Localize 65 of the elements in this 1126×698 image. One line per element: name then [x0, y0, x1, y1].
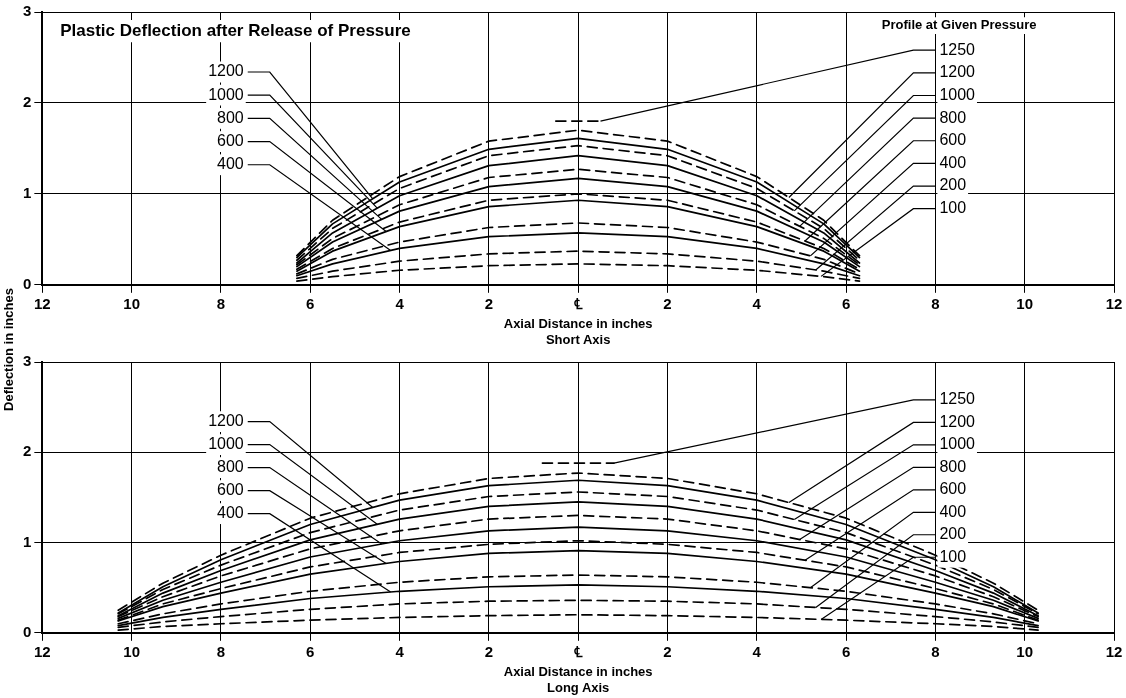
x-tick-label: 10	[1016, 642, 1034, 660]
x-tick-label: 2	[484, 642, 494, 660]
text: 1200	[939, 412, 976, 430]
x-tick-label: 4	[752, 294, 762, 312]
y-tick-label: 0	[23, 274, 32, 292]
y-tick-label: 1	[23, 532, 32, 550]
x-axis-title: Axial Distance in inches Short Axis	[503, 316, 653, 347]
text: 200	[939, 525, 967, 543]
x-tick-label: 4	[395, 642, 405, 660]
text: 400	[217, 504, 244, 522]
text: 1000	[939, 435, 976, 453]
x-tick-label: 8	[216, 294, 226, 312]
y-tick-label: 2	[23, 442, 32, 460]
text: 600	[217, 131, 244, 149]
y-axis-title: Deflection in inches	[0, 287, 16, 413]
x-tick-label: 8	[216, 642, 226, 660]
text: Plastic Deflection after Release of Pressure	[60, 20, 411, 40]
annotation: Profile at Given Pressure	[881, 17, 1037, 33]
text: 400	[939, 502, 967, 520]
text: 1000	[208, 85, 244, 103]
x-tick-label: 6	[306, 642, 315, 660]
x-tick-label: 2	[663, 294, 672, 312]
x-tick-label: 6	[306, 294, 315, 312]
x-tick-label: 12	[1105, 642, 1123, 660]
x-tick-label: 2	[663, 642, 672, 660]
y-tick-label: 3	[23, 352, 32, 370]
x-tick-label: 8	[931, 294, 940, 312]
text: 400	[217, 155, 244, 173]
x-tick-label: 10	[123, 642, 140, 660]
text: 1200	[208, 411, 244, 429]
text: 600	[217, 481, 244, 499]
x-tick-label: ℄	[573, 642, 583, 660]
x-tick-label: ℄	[573, 294, 583, 312]
x-tick-label: 10	[123, 294, 140, 312]
text: 1000	[208, 435, 244, 452]
y-tick-label: 0	[23, 622, 32, 640]
x-tick-label: 8	[931, 642, 940, 660]
x-tick-label: 6	[841, 642, 851, 660]
x-tick-label: 6	[841, 294, 851, 312]
text: 100	[939, 547, 967, 565]
x-tick-label: 12	[34, 642, 51, 660]
x-tick-label: 2	[484, 294, 494, 312]
text: 100	[939, 199, 967, 217]
text: 800	[217, 108, 244, 126]
y-tick-label: 2	[23, 93, 32, 111]
text: 600	[939, 131, 967, 149]
y-tick-label: 1	[23, 184, 32, 202]
y-tick-label: 3	[23, 2, 32, 20]
x-tick-label: 12	[34, 294, 51, 312]
x-tick-label: 12	[1105, 294, 1123, 312]
text: 800	[939, 108, 967, 126]
text: 1250	[939, 40, 976, 58]
x-tick-label: 4	[395, 294, 405, 312]
text: 200	[939, 176, 967, 194]
text: 1200	[939, 63, 976, 81]
text: 1000	[939, 85, 976, 103]
text: 400	[939, 153, 967, 171]
text: 800	[217, 458, 244, 476]
text: 1250	[939, 390, 976, 408]
text: 600	[939, 480, 967, 498]
x-tick-label: 10	[1016, 294, 1034, 312]
x-tick-label: 4	[752, 642, 762, 660]
text: 800	[939, 457, 967, 475]
text: 1200	[208, 62, 244, 80]
x-axis-title: Axial Distance in inches Long Axis	[503, 664, 653, 695]
